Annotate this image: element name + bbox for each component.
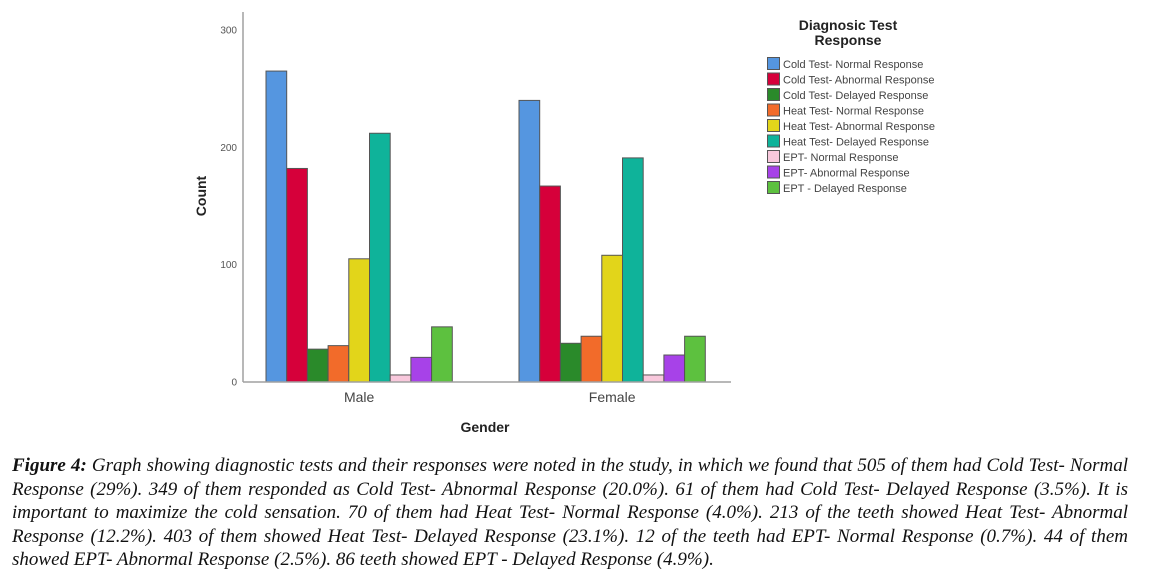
x-tick-label: Female — [589, 389, 636, 405]
y-tick-label: 200 — [220, 143, 237, 154]
bar — [327, 345, 350, 383]
legend-swatch — [767, 150, 780, 163]
bar — [306, 348, 329, 383]
bar — [684, 335, 706, 383]
legend-label: Heat Test- Delayed Response — [783, 137, 929, 149]
figure-caption-text: Graph showing diagnostic tests and their… — [12, 455, 1128, 571]
legend-swatch — [767, 181, 780, 194]
legend-swatch — [767, 119, 780, 132]
legend-label: Cold Test- Abnormal Response — [783, 75, 934, 87]
bar — [286, 167, 308, 383]
bar — [601, 254, 623, 383]
bar — [580, 335, 603, 383]
bar — [663, 354, 686, 383]
legend-label: Heat Test- Normal Response — [783, 106, 924, 118]
bar — [389, 374, 412, 383]
bar — [518, 99, 541, 383]
x-axis-title: Gender — [460, 419, 510, 435]
y-axis: 0 100 200 300 — [220, 12, 244, 389]
legend-label: EPT- Abnormal Response — [783, 168, 910, 180]
legend-label: EPT - Delayed Response — [783, 183, 907, 195]
legend-swatch — [767, 72, 780, 86]
bar — [559, 342, 582, 383]
bar — [369, 132, 391, 383]
bar — [265, 70, 288, 383]
legend-swatch — [767, 57, 780, 70]
legend-title: Response — [815, 32, 882, 48]
legend-swatch — [767, 88, 780, 101]
x-tick-label: Male — [344, 389, 375, 405]
x-axis: Male Female — [243, 381, 731, 405]
bar — [431, 326, 453, 383]
y-tick-label: 300 — [220, 26, 237, 37]
legend-label: Cold Test- Normal Response — [783, 59, 923, 71]
bar-chart: 0 100 200 300 Male Female Count Gender Diagn… — [193, 12, 935, 435]
bar — [642, 374, 665, 383]
y-tick-label: 100 — [220, 260, 237, 271]
legend-label: Heat Test- Abnormal Response — [783, 121, 935, 133]
y-tick-label: 0 — [231, 378, 237, 389]
bar — [539, 185, 561, 383]
legend-title: Diagnosic Test — [799, 17, 898, 33]
figure-caption: Figure 4: Graph showing diagnostic tests… — [12, 454, 1128, 572]
legend-label: EPT- Normal Response — [783, 152, 899, 164]
bar — [622, 157, 644, 383]
legend-swatch — [767, 103, 780, 117]
bar — [410, 356, 433, 383]
bars — [265, 70, 706, 383]
figure-label: Figure 4: — [12, 455, 87, 476]
legend-swatch — [767, 165, 780, 179]
legend-label: Cold Test- Delayed Response — [783, 90, 928, 102]
y-axis-title: Count — [193, 175, 209, 216]
bar — [348, 258, 370, 383]
legend-swatch — [767, 134, 780, 148]
